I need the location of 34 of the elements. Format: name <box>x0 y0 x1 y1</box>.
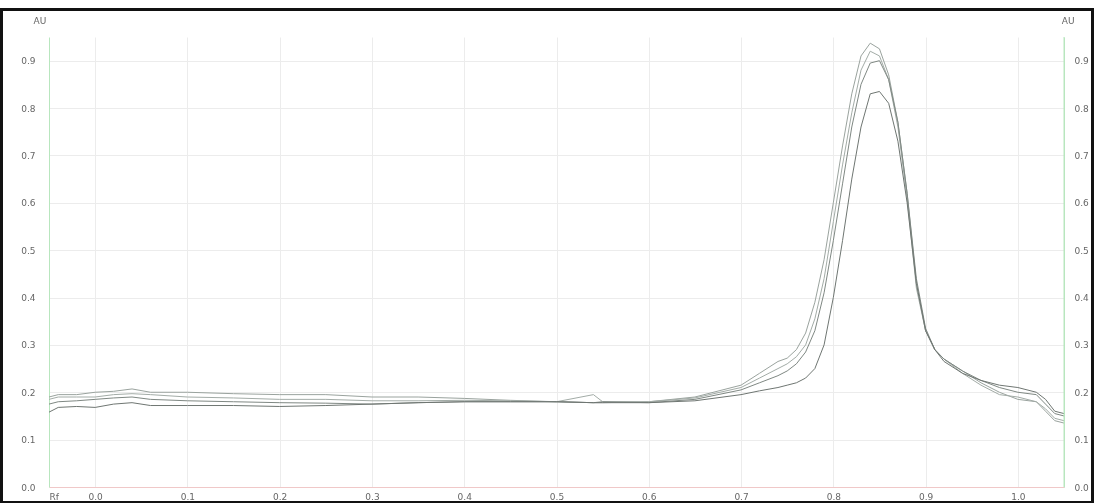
x-tick-label: 0.7 <box>734 491 749 502</box>
y-tick-label: 0.7 <box>21 150 36 161</box>
x-tick-label: 0.6 <box>642 491 657 502</box>
x-tick-label: 0.3 <box>365 491 380 502</box>
y-tick-label: 0.6 <box>21 198 36 209</box>
y2-tick-label: 0.1 <box>1074 435 1089 446</box>
y2-tick-label: 0.4 <box>1074 293 1090 304</box>
x-tick-label: 0.1 <box>180 491 196 502</box>
x-tick-label: 1.0 <box>1011 491 1026 502</box>
y-tick-label: 0.1 <box>21 435 36 446</box>
x-tick-label: 0.9 <box>918 491 934 502</box>
y2-tick-label: 0.5 <box>1074 245 1089 256</box>
y-tick-label: 0.2 <box>21 387 36 398</box>
x-tick-label: 0.4 <box>457 491 473 502</box>
y-axis-title: AU <box>33 15 47 26</box>
x-axis-title: Rf <box>49 491 60 502</box>
y2-tick-label: 0.9 <box>1074 56 1090 67</box>
y2-tick-label: 0.3 <box>1074 340 1089 351</box>
y-tick-label: 0.3 <box>21 340 36 351</box>
y-tick-label: 0.8 <box>21 103 36 114</box>
y2-tick-label: 0.6 <box>1074 198 1090 209</box>
y2-tick-label: 0.7 <box>1074 150 1089 161</box>
x-tick-label: 0.2 <box>273 491 288 502</box>
y2-axis-title: AU <box>1061 15 1075 26</box>
y-tick-label: 0.4 <box>21 293 36 304</box>
y-tick-label: 0.5 <box>21 245 36 256</box>
x-tick-label: 0.5 <box>549 491 565 502</box>
y2-tick-label: 0.0 <box>1074 482 1090 493</box>
x-tick-label: 0.0 <box>88 491 104 502</box>
y-tick-label: 0.9 <box>21 56 36 67</box>
y2-tick-label: 0.8 <box>1074 103 1090 114</box>
y2-tick-label: 0.2 <box>1074 387 1089 398</box>
y-tick-label: 0.0 <box>21 482 36 493</box>
x-tick-label: 0.8 <box>826 491 842 502</box>
